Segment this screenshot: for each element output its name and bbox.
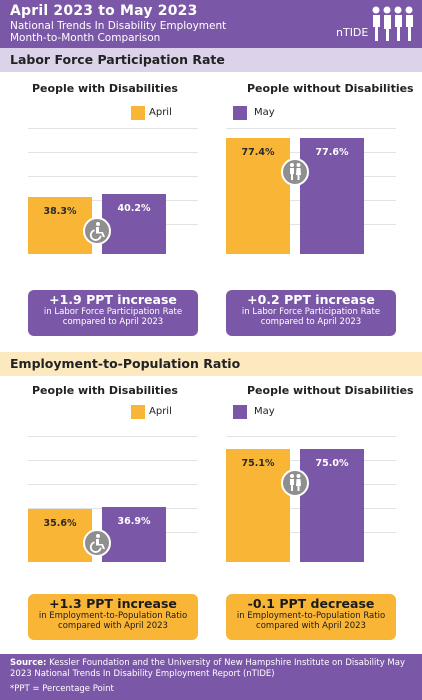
bar-value-label-april: 38.3%	[43, 206, 77, 217]
page-subtitle: National Trends In Disability Employment…	[10, 20, 226, 44]
gridline	[28, 152, 198, 153]
gridline	[226, 128, 396, 129]
section-band-lfpr: Labor Force Participation Rate	[0, 48, 422, 72]
wheelchair-icon	[83, 217, 111, 245]
gridline	[226, 436, 396, 437]
group-title-epop-without: People without Disabilities	[247, 384, 414, 397]
chart-epop-with-disabilities: 35.6% 36.9%	[28, 436, 198, 562]
legend-swatch-april	[131, 106, 145, 120]
callout-line-2: compared with April 2023	[58, 621, 168, 631]
header: April 2023 to May 2023 National Trends I…	[0, 0, 422, 48]
callout-headline: -0.1 PPT decrease	[247, 596, 375, 611]
group-title-lfpr-without: People without Disabilities	[247, 82, 414, 95]
footer: Source: Kessler Foundation and the Unive…	[0, 654, 422, 700]
chart-lfpr-without-disabilities: 77.4% 77.6%	[226, 128, 396, 254]
group-title-lfpr-with: People with Disabilities	[32, 82, 178, 95]
chart-epop-without-disabilities: 75.1% 75.0%	[226, 436, 396, 562]
legend-label-april: April	[149, 406, 172, 417]
gridline	[28, 460, 198, 461]
bar-april	[226, 138, 290, 254]
bar-value-label-april: 77.4%	[241, 147, 275, 158]
section-title-lfpr: Labor Force Participation Rate	[10, 52, 225, 67]
callout-epop-without: -0.1 PPT decrease in Employment-to-Popul…	[226, 594, 396, 640]
subtitle-line-2: Month-to-Month Comparison	[10, 32, 161, 44]
callout-line-1: in Labor Force Participation Rate	[241, 307, 381, 317]
ppt-note: *PPT = Percentage Point	[10, 684, 114, 694]
subtitle-line-1: National Trends In Disability Employment	[10, 20, 227, 32]
source-text: Kessler Foundation and the University of…	[10, 658, 406, 679]
logo-text: nTIDE	[336, 26, 369, 39]
ntide-logo: nTIDE	[336, 4, 414, 44]
legend-swatch-may	[233, 405, 247, 419]
bar-value-label-april: 35.6%	[43, 518, 77, 529]
callout-lfpr-with: +1.9 PPT increase in Labor Force Partici…	[28, 290, 198, 336]
bar-may	[102, 194, 166, 254]
bar-may	[300, 449, 364, 562]
group-title-epop-with: People with Disabilities	[32, 384, 178, 397]
bar-may	[300, 138, 364, 254]
chart-lfpr-with-disabilities: 38.3% 40.2%	[28, 128, 198, 254]
callout-line-1: in Employment-to-Population Ratio	[236, 611, 386, 621]
legend-swatch-may	[233, 106, 247, 120]
page-title: April 2023 to May 2023	[10, 3, 198, 19]
callout-line-2: compared to April 2023	[260, 317, 362, 327]
callout-headline: +0.2 PPT increase	[247, 292, 375, 307]
bar-value-label-may: 75.0%	[315, 458, 349, 469]
bar-april	[28, 197, 92, 254]
bar-may	[102, 507, 166, 562]
source-note: Source: Kessler Foundation and the Unive…	[10, 658, 414, 680]
bar-value-label-april: 75.1%	[241, 458, 275, 469]
people-icon	[281, 158, 309, 186]
section-title-epop: Employment-to-Population Ratio	[10, 356, 241, 371]
people-icon	[281, 469, 309, 497]
section-band-epop: Employment-to-Population Ratio	[0, 352, 422, 376]
callout-headline: +1.9 PPT increase	[49, 292, 177, 307]
bar-april	[28, 509, 92, 562]
bar-april	[226, 449, 290, 562]
callout-headline: +1.3 PPT increase	[49, 596, 177, 611]
bar-value-label-may: 77.6%	[315, 147, 349, 158]
legend-label-april: April	[149, 107, 172, 118]
gridline	[28, 128, 198, 129]
legend-label-may: May	[254, 406, 275, 417]
callout-line-2: compared to April 2023	[62, 317, 164, 327]
source-label: Source:	[10, 658, 47, 668]
callout-line-1: in Employment-to-Population Ratio	[38, 611, 188, 621]
callout-line-2: compared with April 2023	[256, 621, 366, 631]
callout-epop-with: +1.3 PPT increase in Employment-to-Popul…	[28, 594, 198, 640]
gridline	[28, 176, 198, 177]
bar-value-label-may: 40.2%	[117, 203, 151, 214]
gridline	[28, 436, 198, 437]
legend-label-may: May	[254, 107, 275, 118]
callout-lfpr-without: +0.2 PPT increase in Labor Force Partici…	[226, 290, 396, 336]
wheelchair-icon	[83, 529, 111, 557]
logo-figures-icon	[372, 6, 413, 41]
bar-value-label-may: 36.9%	[117, 516, 151, 527]
legend-swatch-april	[131, 405, 145, 419]
callout-line-1: in Labor Force Participation Rate	[43, 307, 183, 317]
gridline	[28, 484, 198, 485]
